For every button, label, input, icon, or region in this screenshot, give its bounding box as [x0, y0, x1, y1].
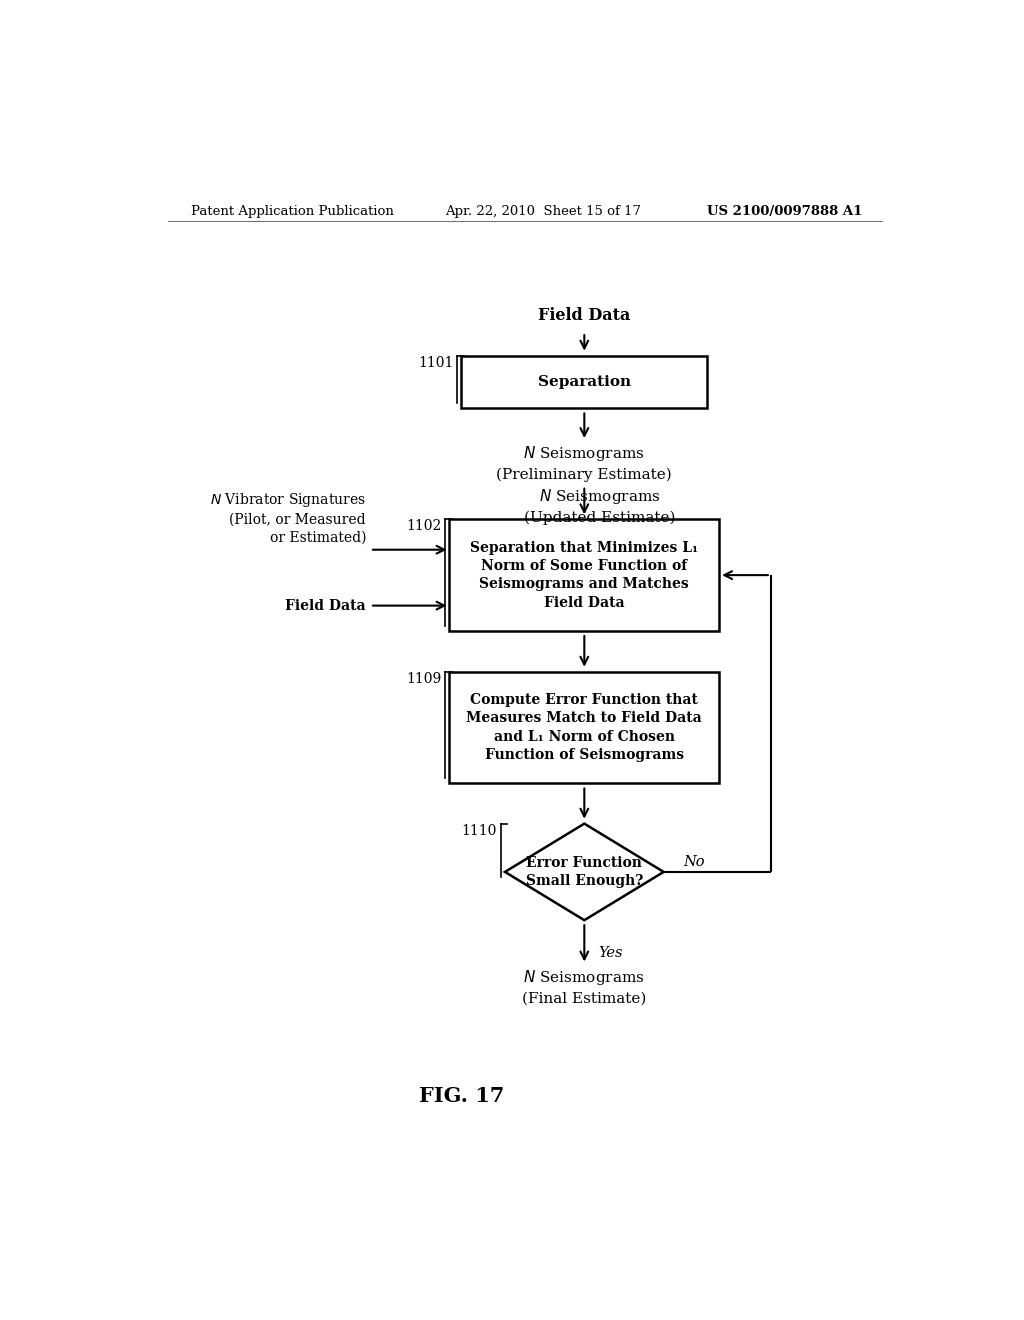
FancyBboxPatch shape [450, 672, 719, 784]
Text: Patent Application Publication: Patent Application Publication [191, 205, 394, 218]
Text: 1102: 1102 [407, 519, 441, 533]
Text: $\mathit{N}$ Seismograms
(Preliminary Estimate): $\mathit{N}$ Seismograms (Preliminary Es… [497, 445, 672, 482]
Text: No: No [684, 855, 705, 869]
Text: Separation: Separation [538, 375, 631, 389]
Polygon shape [505, 824, 664, 920]
Text: Error Function
Small Enough?: Error Function Small Enough? [525, 855, 643, 888]
Text: Field Data: Field Data [286, 598, 366, 612]
Text: 1110: 1110 [462, 824, 497, 838]
Text: FIG. 17: FIG. 17 [419, 1085, 504, 1106]
Text: Yes: Yes [599, 945, 624, 960]
FancyBboxPatch shape [450, 519, 719, 631]
Text: Separation that Minimizes L₁
Norm of Some Function of
Seismograms and Matches
Fi: Separation that Minimizes L₁ Norm of Som… [470, 540, 698, 610]
Text: 1101: 1101 [418, 355, 454, 370]
Text: $\mathit{N}$ Vibrator Signatures
(Pilot, or Measured
or Estimated): $\mathit{N}$ Vibrator Signatures (Pilot,… [210, 491, 366, 545]
Text: Field Data: Field Data [539, 308, 631, 325]
Text: $\mathit{N}$ Seismograms
(Updated Estimate): $\mathit{N}$ Seismograms (Updated Estima… [524, 487, 676, 525]
Text: US 2100/0097888 A1: US 2100/0097888 A1 [708, 205, 862, 218]
Text: 1109: 1109 [407, 672, 441, 685]
Text: Compute Error Function that
Measures Match to Field Data
and L₁ Norm of Chosen
F: Compute Error Function that Measures Mat… [467, 693, 702, 762]
Text: $\mathit{N}$ Seismograms
(Final Estimate): $\mathit{N}$ Seismograms (Final Estimate… [522, 968, 646, 1006]
FancyBboxPatch shape [461, 355, 708, 408]
Text: Apr. 22, 2010  Sheet 15 of 17: Apr. 22, 2010 Sheet 15 of 17 [445, 205, 641, 218]
